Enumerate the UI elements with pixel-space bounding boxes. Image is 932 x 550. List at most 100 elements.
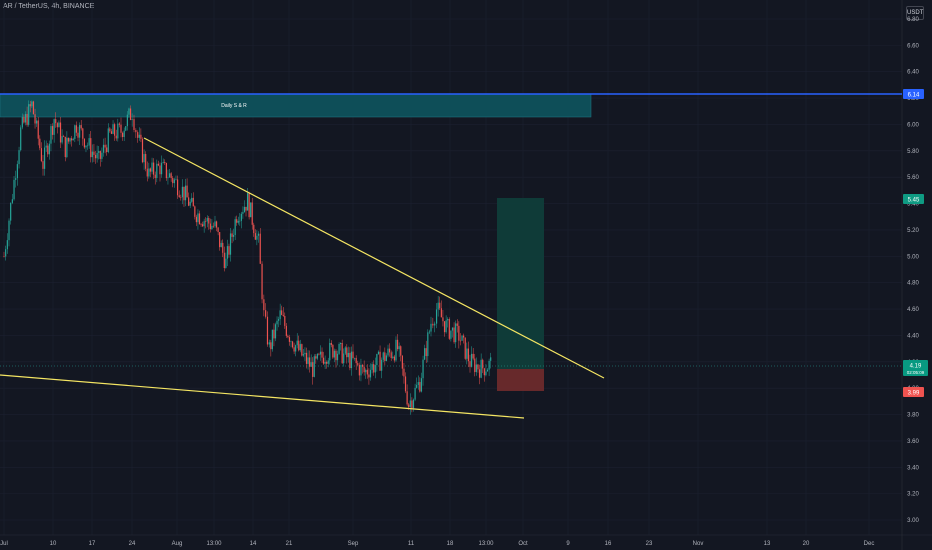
candle-body [198, 213, 201, 225]
candle-body [371, 364, 373, 370]
candle-body [340, 343, 342, 345]
candle-body [335, 350, 337, 361]
candle-body [395, 339, 397, 361]
candle-body [101, 152, 103, 159]
candle-body [466, 348, 468, 359]
candle-body [67, 137, 70, 142]
candle-body [464, 337, 466, 359]
candle-body [5, 249, 7, 257]
candle-body [167, 177, 169, 179]
candle-body [390, 352, 392, 358]
candle-body [233, 235, 235, 237]
candle-body [237, 220, 239, 223]
candle-body [8, 220, 10, 241]
candle-body [384, 352, 386, 361]
x-tick-label: 13 [764, 541, 771, 547]
y-tick-label: 6.60 [907, 43, 919, 49]
candle-body [189, 201, 191, 206]
candle-body [212, 225, 215, 227]
candle-body [377, 351, 380, 355]
candle-body [45, 145, 47, 148]
x-tick-label: Dec [864, 541, 875, 547]
candle-body [160, 162, 163, 175]
x-tick-label: 20 [803, 541, 810, 547]
candle-body [305, 352, 308, 364]
candle-body [374, 365, 376, 373]
y-tick-label: 4.80 [907, 281, 919, 287]
candle-body [321, 351, 323, 358]
x-tick-label: Sep [348, 541, 359, 547]
candle-body [295, 345, 297, 352]
candle-body [442, 317, 444, 322]
x-tick-label: 23 [646, 541, 653, 547]
candle-body [366, 369, 368, 375]
candle-body [98, 151, 100, 153]
currency-button[interactable]: USDT [906, 6, 924, 20]
candle-body [43, 147, 46, 169]
x-tick-label: 9 [566, 541, 570, 547]
candle-body [307, 357, 309, 364]
x-tick-label: 21 [286, 541, 293, 547]
candle-body [281, 310, 283, 315]
candle-body [310, 362, 312, 367]
candle-body [66, 137, 68, 158]
candle-body [392, 356, 394, 358]
candle-body [231, 233, 233, 237]
candle-body [408, 404, 410, 408]
candle-body [488, 360, 490, 370]
y-tick-label: 3.00 [907, 518, 919, 524]
candle-body [36, 120, 38, 124]
y-tick-label: 5.40 [907, 202, 919, 208]
candle-body [265, 310, 267, 317]
candle-body [96, 152, 98, 159]
candle-body [115, 135, 117, 139]
candle-body [332, 344, 334, 358]
candle-body [6, 240, 8, 250]
candle-body [156, 163, 158, 178]
time-axis[interactable]: Jul 10 17 24 Aug 13:00 14 21 Sep 11 18 13:00 Oct 9 16 2… [0, 541, 874, 547]
candle-body [327, 360, 329, 364]
candle-body [220, 242, 222, 248]
candle-body [64, 136, 66, 158]
candle-body [425, 348, 427, 357]
candle-body [266, 316, 269, 345]
candle-body [329, 342, 331, 361]
candle-body [250, 202, 252, 218]
candle-body [28, 104, 30, 125]
candle-body [268, 342, 270, 345]
candle-body [357, 363, 359, 365]
candle-body [416, 384, 418, 388]
candle-body [10, 202, 12, 221]
price-badges: 6.14 5.45 4.19 02:05:09 3.99 [903, 89, 928, 397]
candle-body [195, 216, 197, 223]
candle-body [205, 221, 207, 222]
candle-body [123, 130, 125, 137]
candle-body [197, 213, 199, 223]
candle-body [145, 154, 147, 169]
y-tick-label: 6.00 [907, 122, 919, 128]
candle-body [256, 235, 258, 240]
candle-body [401, 355, 403, 369]
candle-body [398, 346, 400, 350]
candle-body [186, 185, 188, 198]
candle-body [131, 119, 133, 120]
candle-body [125, 126, 127, 131]
candle-body [419, 382, 421, 392]
candle-body [409, 400, 411, 408]
candle-body [114, 124, 116, 136]
candle-body [242, 212, 244, 214]
trendlines[interactable] [0, 137, 605, 419]
candle-body [304, 352, 306, 355]
candle-body [312, 362, 314, 377]
candle-body [387, 348, 389, 356]
candle-body [324, 361, 326, 364]
candle-body [50, 126, 52, 144]
candle-body [239, 220, 241, 222]
candle-body [58, 122, 60, 128]
candle-body [437, 302, 439, 310]
candle-body [346, 347, 348, 358]
candle-body [168, 173, 171, 178]
candle-body [458, 325, 460, 341]
candle-body [61, 136, 63, 143]
